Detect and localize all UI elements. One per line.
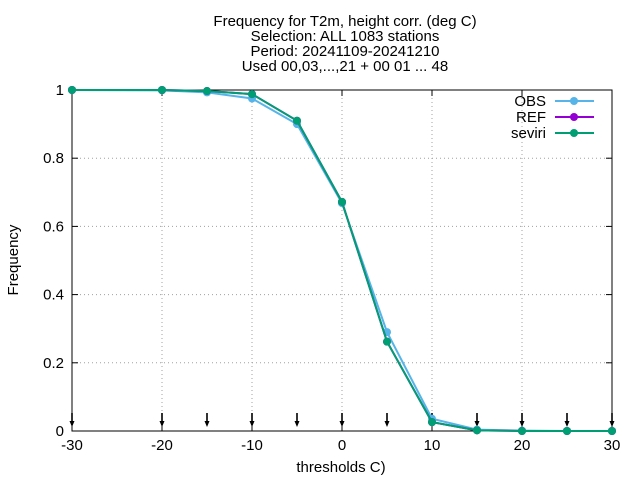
legend-marker — [570, 113, 578, 121]
x-axis-label: thresholds C) — [296, 459, 385, 476]
threshold-arrow-head — [204, 421, 210, 427]
threshold-arrow-head — [159, 421, 165, 427]
x-tick-label: 10 — [424, 437, 441, 454]
axes: -30 -20 -10 0 10 20 30 0 0.2 0.4 0.6 0.8 1 — [43, 82, 620, 454]
y-tick-label: 0.8 — [43, 150, 64, 167]
y-tick-label: 0.6 — [43, 218, 64, 235]
data-point — [203, 87, 211, 96]
data-point — [518, 427, 526, 435]
threshold-arrow-head — [609, 421, 615, 427]
threshold-arrow-head — [249, 421, 255, 427]
data-point — [428, 418, 436, 427]
data-point — [158, 86, 166, 94]
x-tick-label: 20 — [514, 437, 531, 454]
x-tick-label: 0 — [338, 437, 346, 454]
y-tick-label: 0.2 — [43, 355, 64, 372]
x-tick-label: -20 — [151, 437, 173, 454]
data-point — [248, 90, 256, 99]
threshold-arrow-head — [69, 421, 75, 427]
chart-title-line-1: Frequency for T2m, height corr. (deg C) — [213, 13, 477, 30]
threshold-arrow-head — [519, 421, 525, 427]
legend-marker — [570, 97, 578, 105]
legend-marker — [570, 129, 578, 137]
chart-title-line-3: Period: 20241109-20241210 — [250, 43, 440, 60]
grid — [72, 90, 612, 431]
chart-title-line-4: Used 00,03,...,21 + 00 01 ... 48 — [241, 58, 449, 75]
legend-label: REF — [516, 109, 546, 126]
threshold-arrow-head — [474, 421, 480, 427]
y-tick-label: 1 — [56, 82, 64, 99]
data-point — [608, 427, 616, 435]
threshold-arrow-head — [339, 421, 345, 427]
series-group — [68, 86, 616, 435]
series-seviri — [68, 86, 616, 435]
threshold-arrow-head — [294, 421, 300, 427]
data-point — [293, 116, 301, 125]
x-tick-label: 30 — [604, 437, 621, 454]
data-point — [68, 86, 76, 94]
data-point — [383, 337, 391, 346]
data-point — [338, 197, 346, 206]
y-axis-label: Frequency — [5, 224, 22, 295]
threshold-arrow-head — [564, 421, 570, 427]
x-tick-label: -10 — [241, 437, 263, 454]
legend-label: seviri — [511, 125, 546, 142]
legend-label: OBS — [514, 93, 546, 110]
series-line — [72, 89, 612, 432]
y-tick-label: 0 — [56, 423, 64, 440]
chart-title-line-2: Selection: ALL 1083 stations — [250, 28, 440, 45]
data-point — [473, 426, 481, 435]
data-point — [563, 427, 571, 435]
threshold-arrow-head — [384, 421, 390, 427]
y-tick-label: 0.4 — [43, 287, 64, 304]
x-tick-label: -30 — [61, 437, 83, 454]
